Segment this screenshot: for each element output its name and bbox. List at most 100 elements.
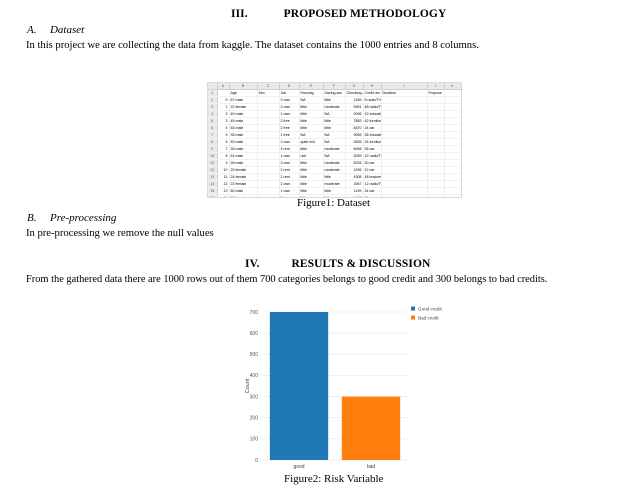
figure-2-caption: Figure2: Risk Variable: [284, 473, 384, 485]
row-number: 8: [208, 138, 218, 146]
row-number: 4: [208, 110, 218, 118]
table-row: 16 14 28 female 2 rent little little 1403 15 ca…: [208, 194, 461, 197]
y-tick-label: 100: [250, 437, 259, 443]
cell-empty: [444, 194, 461, 197]
y-tick-label: 700: [250, 310, 259, 316]
cell-credit: 6948: [345, 145, 364, 153]
cell-job-housing: 3 rent: [279, 145, 300, 153]
cell-index: 8: [217, 152, 230, 160]
cell-empty: [381, 131, 428, 139]
row-number: 7: [208, 131, 218, 139]
dataset-spreadsheet: ABCDEFGHIJKL1AgeSexJobHousingSaving accC…: [207, 82, 462, 198]
cell-job: [257, 159, 280, 167]
table-row: 2 0 67 male 2 own NA little 1169 6 radio/TV: [208, 96, 461, 104]
cell-index: 14: [217, 194, 230, 197]
cell-job-housing: 2 rent: [279, 173, 300, 181]
cell-credit: 1403: [345, 194, 364, 197]
figure-1-caption: Figure1: Dataset: [297, 197, 371, 209]
legend-swatch: [411, 315, 415, 320]
cell-empty: [444, 173, 461, 181]
section-3-heading: III. PROPOSED METHODOLOGY: [231, 8, 446, 20]
cell-credit: 4870: [345, 124, 364, 132]
row-number: 12: [208, 166, 218, 174]
header-cell: Sex: [257, 89, 280, 97]
table-row: 11 9 28 male 3 own little moderate 5234 30 car: [208, 159, 461, 167]
cell-saving: little: [299, 166, 324, 174]
header-cell: [444, 89, 461, 97]
cell-empty: [427, 96, 445, 104]
table-row: 3 1 22 female 2 own little moderate 5951 48 rad…: [208, 103, 461, 111]
subsection-a-title: Dataset: [49, 24, 85, 36]
section-4-title: RESULTS & DISCUSSION: [291, 258, 431, 270]
column-letter: K: [444, 83, 461, 90]
cell-saving: little: [299, 187, 324, 195]
cell-duration-purpose: 6 radio/TV: [363, 96, 382, 104]
table-row: 13 11 24 female 2 rent little little 4308 48 bu…: [208, 173, 461, 181]
cell-duration-purpose: 24 car: [363, 124, 382, 132]
row-number: 13: [208, 173, 218, 181]
cell-duration-purpose: 24 furniture/equipment: [363, 138, 382, 146]
table-row: 6 4 53 male 2 free little little 4870 24 car: [208, 124, 461, 132]
table-row: 5 3 45 male 2 free little little 7882 42 furnit…: [208, 117, 461, 125]
header-row: 1 Age Sex Job Housing Saving acc Checking a Cre…: [208, 89, 461, 97]
cell-credit: 7882: [345, 117, 364, 125]
cell-credit: 2096: [345, 110, 364, 118]
cell-job-housing: 2 rent: [279, 166, 300, 174]
cell-saving: NA: [299, 96, 324, 104]
y-tick-label: 600: [250, 331, 259, 337]
cell-index: 3: [217, 117, 230, 125]
row-number: 11: [208, 159, 218, 167]
cell-empty: [427, 103, 445, 111]
cell-index: 10: [217, 166, 230, 174]
cell-index: 7: [217, 145, 230, 153]
cell-duration-purpose: 42 furniture/equipment: [363, 117, 382, 125]
column-letter: E: [299, 83, 324, 90]
row-number: 16: [208, 194, 218, 197]
preprocessing-paragraph: In pre-processing we remove the null val…: [26, 228, 214, 239]
cell-index: 1: [217, 103, 230, 111]
column-letter: J: [427, 83, 445, 90]
cell-empty: [427, 110, 445, 118]
section-3-title: PROPOSED METHODOLOGY: [283, 8, 447, 20]
cell-empty: [381, 166, 428, 174]
cell-saving: little: [299, 103, 324, 111]
cell-empty: [444, 131, 461, 139]
column-letter: A: [217, 83, 230, 90]
dataset-paragraph: In this project we are collecting the da…: [26, 40, 479, 51]
subsection-a-label: A.: [27, 24, 37, 36]
cell-checking: NA: [323, 152, 346, 160]
cell-checking: NA: [323, 131, 346, 139]
cell-saving: little: [299, 145, 324, 153]
row-number: 9: [208, 145, 218, 153]
cell-age-sex: 24 female: [229, 173, 258, 181]
cell-checking: moderate: [323, 103, 346, 111]
cell-age-sex: 35 male: [229, 145, 258, 153]
cell-credit: 2835: [345, 138, 364, 146]
bar-bad: [341, 396, 401, 460]
cell-empty: [427, 180, 445, 188]
cell-empty: [381, 152, 428, 160]
row-number: 1: [208, 89, 218, 97]
cell-age-sex: 61 male: [229, 152, 258, 160]
column-letter: I: [381, 83, 428, 90]
cell-age-sex: 35 male: [229, 131, 258, 139]
cell-duration-purpose: 48 radio/TV: [363, 103, 382, 111]
cell-empty: [381, 103, 428, 111]
header-cell: [217, 89, 230, 97]
column-letter: H: [363, 83, 382, 90]
subsection-a-heading: A. Dataset: [27, 24, 84, 36]
cell-age-sex: 28 male: [229, 159, 258, 167]
column-letter: D: [279, 83, 300, 90]
cell-index: 4: [217, 124, 230, 132]
cell-checking: moderate: [323, 166, 346, 174]
cell-empty: [427, 124, 445, 132]
cell-empty: [381, 124, 428, 132]
cell-age-sex: 53 male: [229, 138, 258, 146]
cell-index: 6: [217, 138, 230, 146]
cell-empty: [444, 103, 461, 111]
cell-checking: little: [323, 187, 346, 195]
section-4-numeral: IV.: [245, 258, 260, 270]
row-number: 6: [208, 124, 218, 132]
y-tick-label: 300: [250, 394, 259, 400]
